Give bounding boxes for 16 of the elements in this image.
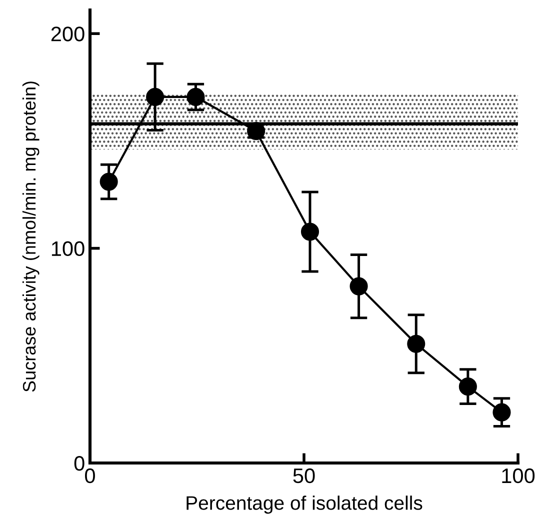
x-tick-label: 0 [85,468,95,484]
y-axis-title: Sucrase activity (nmol/min. mg protein) [22,82,40,392]
point [100,172,118,191]
x-tick-label: 50 [293,468,315,484]
x-axis-title: Percentage of isolated cells [186,496,422,514]
y-tick-label: 100 [52,241,84,256]
point [146,88,164,106]
y-tick-label: 200 [51,26,84,42]
x-tick-label: 100 [502,468,535,484]
point [186,88,205,106]
point [350,277,368,296]
point [300,222,320,241]
point [458,378,477,396]
point [492,403,511,422]
y-tick-label: 0 [74,456,84,471]
point [407,334,426,353]
